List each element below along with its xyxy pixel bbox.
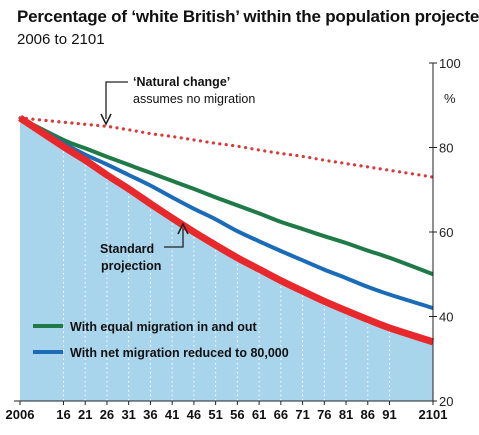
page-title: Percentage of ‘white British’ within the… (17, 7, 479, 26)
x-tick-label-21: 21 (78, 407, 92, 422)
y-tick-label-20: 20 (439, 394, 453, 409)
y-tick-label-40: 40 (439, 310, 453, 325)
x-tick-label-46: 46 (187, 407, 201, 422)
annotation-standard-projection-line1: Standard (100, 242, 154, 256)
y-tick-label-100: 100 (439, 56, 461, 71)
series-line-with-equal-migration-in-and-out (19, 116, 434, 277)
annotation-standard-projection-arrowhead (177, 222, 189, 235)
y-tick-label-80: 80 (439, 141, 453, 156)
x-tick-label-61: 61 (252, 407, 266, 422)
annotation-natural-change-title: ‘Natural change’ (133, 75, 230, 89)
x-tick-label-81: 81 (339, 407, 353, 422)
y-tick-label-60: 60 (439, 225, 453, 240)
x-tick-label-26: 26 (100, 407, 114, 422)
x-tick-label-86: 86 (361, 407, 375, 422)
annotation-standard-projection-leader (164, 229, 184, 248)
legend-label-with-net-migration-reduced-to-80-000: With net migration reduced to 80,000 (70, 346, 289, 360)
x-tick-label-76: 76 (317, 407, 331, 422)
x-tick-label-56: 56 (230, 407, 244, 422)
annotation-natural-change-arrowhead (100, 113, 112, 126)
annotation-standard-projection-line2: projection (101, 259, 161, 273)
annotation-natural-change-leader (105, 81, 128, 119)
y-axis-unit: % (444, 91, 456, 106)
annotation-natural-change-text: assumes no migration (133, 92, 255, 106)
page-subtitle: 2006 to 2101 (17, 31, 105, 48)
x-tick-label-41: 41 (165, 407, 179, 422)
x-tick-label-36: 36 (143, 407, 157, 422)
x-tick-label-51: 51 (208, 407, 222, 422)
x-tick-label-16: 16 (56, 407, 70, 422)
x-tick-label-2006: 2006 (6, 407, 35, 422)
series-line-with-net-migration-reduced-to-80-000 (18, 116, 434, 311)
x-tick-label-66: 66 (274, 407, 288, 422)
x-tick-label-2101: 2101 (419, 407, 448, 422)
legend-label-with-equal-migration-in-and-out: With equal migration in and out (70, 320, 258, 334)
x-tick-label-71: 71 (295, 407, 309, 422)
series-line-standard-projection (18, 114, 435, 346)
x-tick-label-91: 91 (382, 407, 396, 422)
series-line-natural-change (18, 116, 435, 179)
x-tick-label-31: 31 (121, 407, 135, 422)
